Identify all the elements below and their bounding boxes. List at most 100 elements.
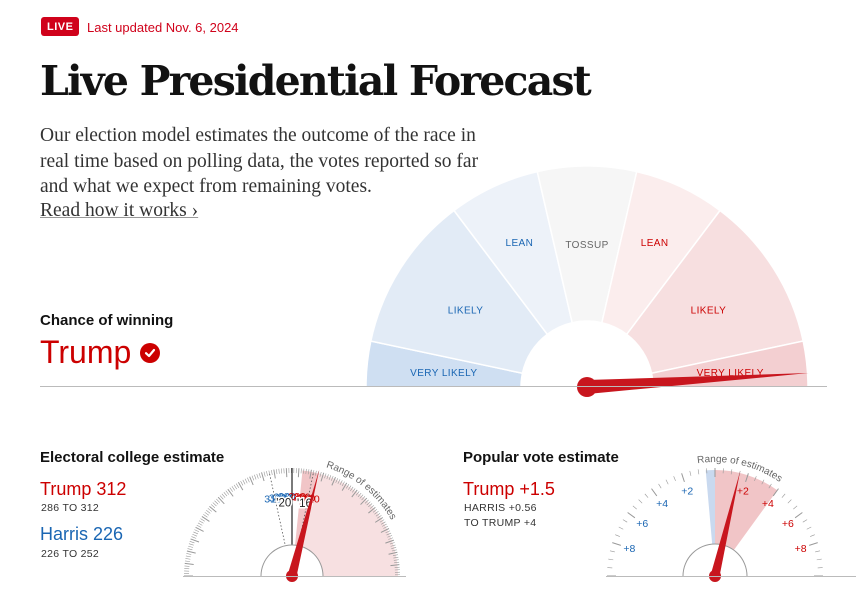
pv-tick xyxy=(754,476,757,481)
ec-tick xyxy=(193,531,199,535)
pv-range-band xyxy=(705,470,715,545)
ec-tick xyxy=(391,547,397,549)
ec-marker-label: '20 xyxy=(276,497,291,509)
pv-tick-label: +2 xyxy=(737,485,749,497)
pv-tick-label: +8 xyxy=(795,543,807,555)
ec-tick xyxy=(189,541,195,544)
ec-tick xyxy=(314,470,317,476)
ec-tick xyxy=(254,474,257,480)
pv-tick-label: +6 xyxy=(782,518,794,530)
ec-tick xyxy=(227,488,234,497)
ec-tick xyxy=(345,484,350,489)
ec-tick-label: 290 xyxy=(273,492,291,504)
ec-tick xyxy=(368,503,373,508)
pv-tick xyxy=(665,479,669,485)
ec-tick xyxy=(209,505,217,513)
ec-tick xyxy=(341,481,345,487)
ec-tick xyxy=(258,473,261,478)
ec-tick xyxy=(385,539,395,544)
pv-tick xyxy=(768,483,772,489)
ec-tick xyxy=(359,494,364,499)
ec-tick xyxy=(229,487,233,492)
pv-tick xyxy=(612,542,621,546)
ec-tick xyxy=(366,501,371,506)
ec-tick xyxy=(393,559,399,561)
pv-tick xyxy=(793,505,798,510)
pv-range-band xyxy=(715,470,778,551)
ec-tick xyxy=(386,532,392,536)
popular-vote-title: Popular vote estimate xyxy=(463,449,619,466)
pv-tick xyxy=(806,526,812,530)
ec-tick xyxy=(337,479,341,484)
popular-baseline xyxy=(606,576,856,577)
pv-tick xyxy=(651,488,658,497)
ec-tick xyxy=(389,542,395,545)
ec-tick xyxy=(233,484,237,490)
checkmark-icon xyxy=(140,342,161,363)
main-gauge-baseline xyxy=(40,386,827,387)
ec-tick xyxy=(187,548,193,551)
ec-tick xyxy=(247,477,250,483)
ec-tick xyxy=(231,486,235,491)
projected-winner: Trump xyxy=(40,334,161,371)
ec-tick xyxy=(225,490,230,495)
electoral-harris-estimate: Harris 226 xyxy=(40,524,124,544)
ec-tick xyxy=(369,505,374,509)
popular-harris-range: HARRIS +0.56 xyxy=(464,502,537,514)
ec-tick xyxy=(392,554,398,556)
pv-tick xyxy=(794,512,803,519)
ec-tick xyxy=(357,492,362,498)
ec-tick xyxy=(203,514,208,518)
ec-tick xyxy=(185,560,191,562)
ec-tick xyxy=(303,468,305,474)
electoral-baseline xyxy=(183,576,406,577)
ec-tick xyxy=(375,513,381,517)
ec-tick xyxy=(244,478,248,484)
page-title: Live Presidential Forecast xyxy=(40,57,592,105)
live-badge: LIVE xyxy=(41,17,80,36)
ec-tick xyxy=(307,469,310,475)
ec-tick xyxy=(188,545,194,548)
ec-tick xyxy=(201,516,210,522)
ec-tick xyxy=(266,471,268,477)
ec-tick xyxy=(223,492,228,497)
ec-tick xyxy=(324,473,327,479)
ec-tick xyxy=(297,468,300,478)
ec-tick xyxy=(275,469,278,475)
ec-tick xyxy=(320,472,325,482)
ec-tick xyxy=(374,517,384,523)
pv-tick xyxy=(730,469,733,475)
ec-tick xyxy=(192,533,198,537)
pv-tick xyxy=(772,488,779,497)
electoral-college-title: Electoral college estimate xyxy=(40,449,225,466)
chance-of-winning-label: Chance of winning xyxy=(40,312,174,329)
ec-tick xyxy=(382,523,387,527)
ec-tick xyxy=(249,476,254,486)
ec-tick xyxy=(185,558,191,560)
pv-tick xyxy=(809,542,818,546)
read-how-it-works-link[interactable]: Read how it works › xyxy=(40,200,199,221)
ec-tick xyxy=(335,478,339,483)
ec-tick xyxy=(263,471,266,477)
ec-tick xyxy=(350,486,354,492)
ec-tick xyxy=(273,469,276,479)
chance-needle xyxy=(586,373,809,394)
ec-tick xyxy=(188,543,194,546)
pv-tick xyxy=(627,512,636,519)
ec-tick xyxy=(377,515,382,519)
chance-segment-label: TOSSUP xyxy=(565,240,608,251)
ec-tick xyxy=(251,475,255,481)
ec-tick xyxy=(393,556,399,559)
ec-marker-line xyxy=(268,472,286,544)
pv-tick xyxy=(681,473,685,482)
ec-tick xyxy=(339,480,343,486)
ec-tick xyxy=(391,549,397,552)
pv-tick xyxy=(697,469,700,475)
ec-tick xyxy=(326,474,329,480)
chance-segment xyxy=(369,209,549,375)
chance-segment-label: LIKELY xyxy=(691,306,727,317)
pv-tick xyxy=(644,493,649,498)
ec-tick xyxy=(305,468,307,474)
chance-segment-label: LEAN xyxy=(506,238,534,249)
